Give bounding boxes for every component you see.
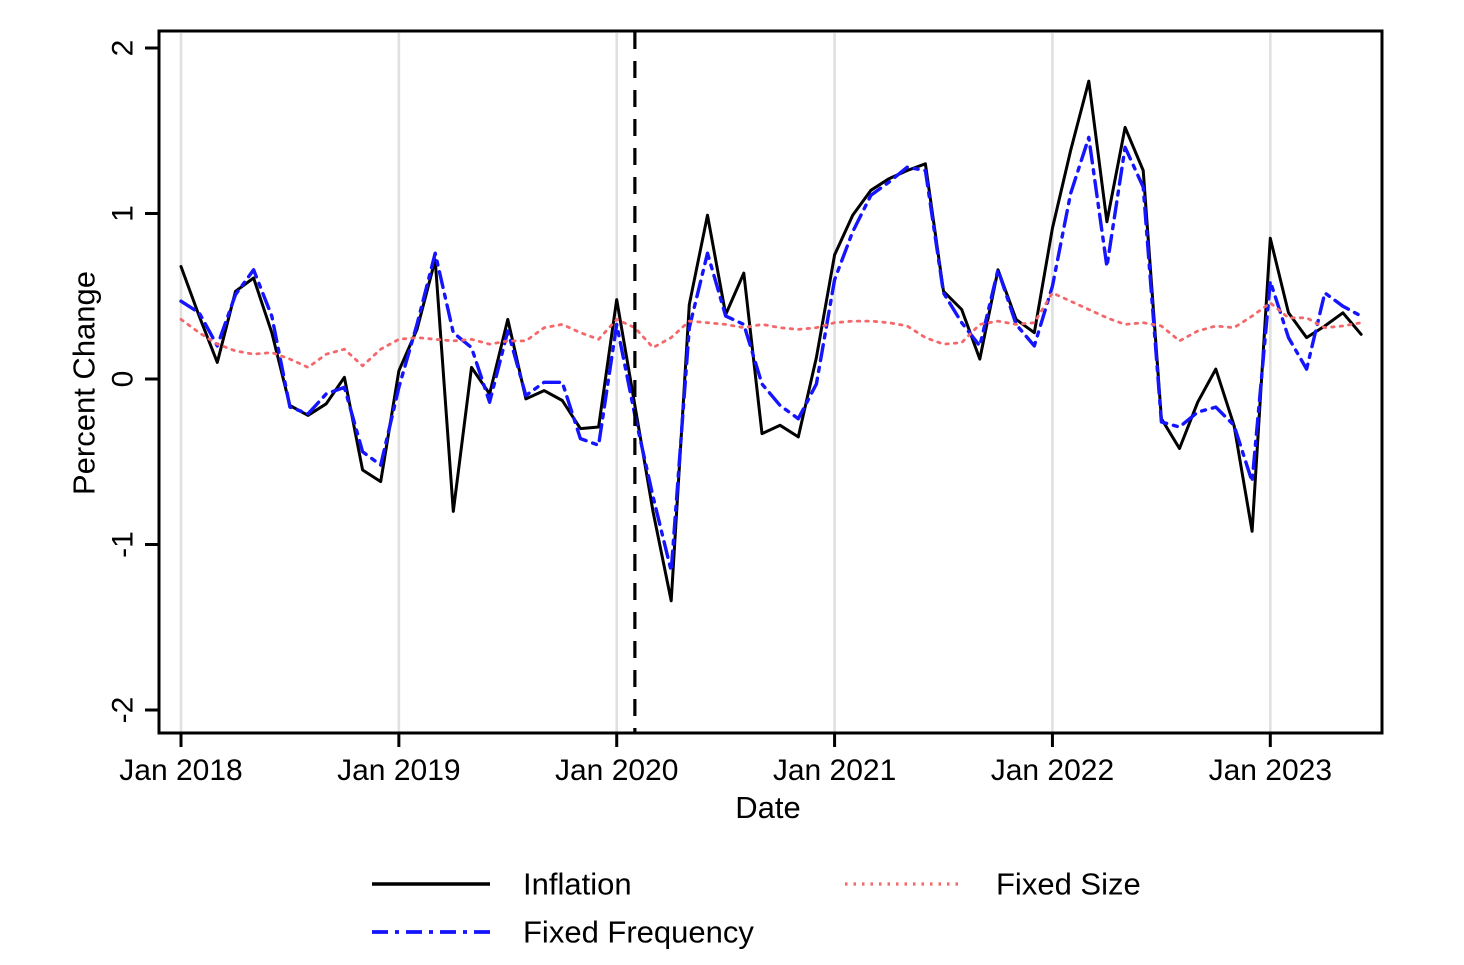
gridlines xyxy=(179,33,1272,732)
x-tick-label-jan-2018: Jan 2018 xyxy=(119,754,242,787)
y-tick-label--1: -1 xyxy=(107,531,140,558)
x-tick-label-jan-2023: Jan 2023 xyxy=(1209,754,1332,787)
x-axis-title: Date xyxy=(735,790,800,825)
axis-ticks xyxy=(145,46,1272,747)
y-tick-label-1: 1 xyxy=(107,205,140,222)
x-tick-label-jan-2020: Jan 2020 xyxy=(555,754,678,787)
legend-label-fixed-frequency: Fixed Frequency xyxy=(523,915,754,950)
y-tick-label-2: 2 xyxy=(107,40,140,57)
series-fixed-size-line xyxy=(179,291,1363,369)
x-tick-label-jan-2019: Jan 2019 xyxy=(337,754,460,787)
y-tick-label--2: -2 xyxy=(107,697,140,724)
plot-border xyxy=(157,29,1384,735)
x-tick-label-jan-2021: Jan 2021 xyxy=(773,754,896,787)
y-tick-label-0: 0 xyxy=(107,371,140,388)
legend: Inflation Fixed Size Fixed Frequency xyxy=(372,867,1141,950)
y-axis-title: Percent Change xyxy=(67,271,102,495)
series-fixed-frequency-line xyxy=(179,135,1363,573)
tick-labels: Jan 2018 Jan 2019 Jan 2020 Jan 2021 Jan 2022… xyxy=(107,40,1333,787)
legend-label-fixed-size: Fixed Size xyxy=(996,867,1141,902)
series-inflation-line xyxy=(179,79,1363,603)
legend-label-inflation: Inflation xyxy=(523,867,632,902)
x-tick-label-jan-2022: Jan 2022 xyxy=(991,754,1114,787)
series-group xyxy=(179,79,1363,603)
